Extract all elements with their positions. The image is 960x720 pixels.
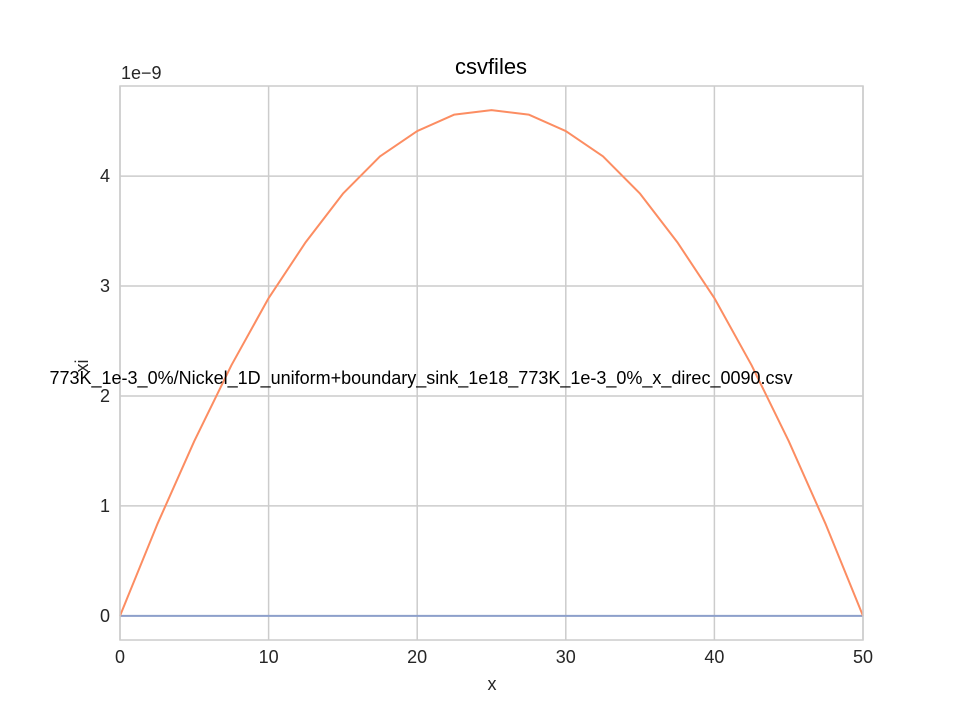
x-tick-label: 0 <box>115 647 125 667</box>
y-tick-label: 4 <box>100 166 110 186</box>
grid <box>119 86 864 640</box>
x-tick-label: 30 <box>556 647 576 667</box>
y-tick-label: 3 <box>100 276 110 296</box>
y-tick-labels: 0 1 2 3 4 <box>100 166 110 626</box>
x-tick-label: 50 <box>853 647 873 667</box>
plot-frame <box>119 85 864 641</box>
x-tick-label: 10 <box>259 647 279 667</box>
y-scale-offset-label: 1e−9 <box>121 63 162 83</box>
chart-title: csvfiles <box>455 54 527 79</box>
y-tick-label: 0 <box>100 606 110 626</box>
y-tick-label: 2 <box>100 386 110 406</box>
y-tick-label: 1 <box>100 496 110 516</box>
x-axis-label: x <box>488 674 497 694</box>
x-tick-label: 20 <box>407 647 427 667</box>
x-tick-labels: 0 10 20 30 40 50 <box>115 647 873 667</box>
legend-entry: 773K_1e-3_0%/Nickel_1D_uniform+boundary_… <box>49 368 792 389</box>
x-tick-label: 40 <box>704 647 724 667</box>
y-axis-label: xi <box>72 360 92 373</box>
series-lines <box>119 109 864 617</box>
series-line <box>119 109 864 617</box>
